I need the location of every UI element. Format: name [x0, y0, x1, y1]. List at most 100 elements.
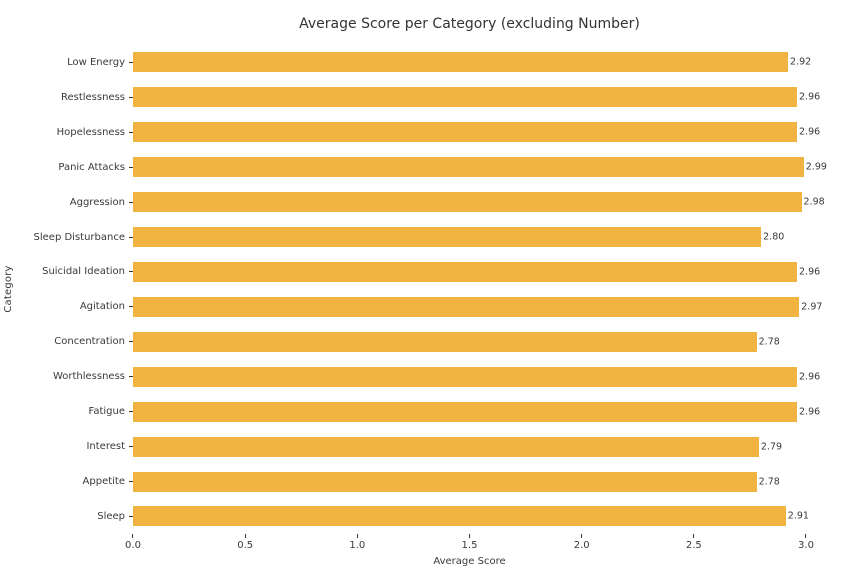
- x-tick-mark: [581, 534, 583, 538]
- x-tick-label: 0.0: [125, 540, 141, 551]
- x-axis-title: Average Score: [433, 556, 506, 567]
- bar-row: Restlessness 2.96: [0, 80, 820, 115]
- bar[interactable]: [133, 331, 757, 352]
- chart-title: Average Score per Category (excluding Nu…: [299, 16, 640, 32]
- bar[interactable]: [133, 471, 757, 492]
- category-label: Sleep: [97, 510, 125, 522]
- category-label: Restlessness: [60, 91, 125, 103]
- category-label: Aggression: [69, 196, 125, 208]
- y-tick-mark: [129, 341, 133, 343]
- bar-area: 2.96: [133, 115, 820, 150]
- y-tick-mark: [129, 166, 133, 168]
- bar-area: 2.96: [133, 80, 820, 115]
- category-label: Agitation: [79, 301, 125, 313]
- category-label: Low Energy: [67, 56, 125, 68]
- bar-value-label: 2.96: [799, 406, 821, 418]
- x-tick-mark: [805, 534, 807, 538]
- x-tick: 0.0: [125, 534, 141, 551]
- bar-row: Panic Attacks 2.99: [0, 150, 827, 185]
- bar-value-label: 2.79: [760, 441, 783, 453]
- bar[interactable]: [133, 227, 762, 248]
- x-tick: 2.0: [574, 534, 590, 551]
- bar[interactable]: [133, 157, 804, 178]
- bar[interactable]: [133, 401, 798, 422]
- x-tick-mark: [244, 534, 246, 538]
- x-tick: 2.5: [686, 534, 702, 551]
- category-label: Interest: [86, 441, 125, 453]
- bar-row: Aggression 2.98: [0, 185, 825, 220]
- bar-area: 2.92: [133, 45, 811, 80]
- bar[interactable]: [133, 122, 798, 143]
- bar-row: Concentration 2.78: [0, 324, 806, 359]
- bar-value-label: 2.96: [799, 91, 821, 103]
- bar[interactable]: [133, 296, 800, 317]
- bar-value-label: 2.80: [763, 231, 785, 243]
- bar-row: Fatigue 2.96: [0, 394, 820, 429]
- bar-area: 2.97: [133, 289, 822, 324]
- bar-area: 2.99: [133, 150, 827, 185]
- bar-value-label: 2.78: [758, 336, 780, 348]
- category-label: Sleep Disturbance: [33, 231, 125, 243]
- bar[interactable]: [133, 506, 786, 527]
- x-tick-label: 1.5: [461, 540, 478, 551]
- bar-area: 2.78: [133, 464, 806, 499]
- x-tick-mark: [469, 534, 470, 538]
- x-tick-label: 2.0: [573, 540, 590, 551]
- plot-area: Low Energy 2.92 Restlessness 2.96 Hopele…: [0, 45, 827, 534]
- bar-row: Agitation 2.97: [0, 289, 822, 324]
- y-tick-mark: [129, 411, 133, 413]
- y-tick-mark: [129, 61, 133, 63]
- bar-value-label: 2.99: [805, 161, 827, 173]
- category-label: Hopelessness: [56, 126, 125, 138]
- x-tick-mark: [693, 534, 695, 538]
- category-label: Panic Attacks: [58, 161, 125, 173]
- y-tick-mark: [129, 481, 133, 483]
- bar-area: 2.91: [133, 499, 809, 534]
- category-label: Fatigue: [88, 406, 126, 418]
- y-tick-mark: [129, 515, 133, 517]
- bar-row: Worthlessness 2.96: [0, 359, 820, 394]
- bar-row: Sleep Disturbance 2.80: [0, 220, 806, 255]
- x-tick-label: 3.0: [798, 540, 814, 551]
- x-tick-label: 1.0: [349, 540, 366, 551]
- y-tick-mark: [129, 131, 133, 133]
- x-tick: 0.5: [237, 534, 253, 551]
- bar[interactable]: [133, 52, 789, 73]
- y-tick-mark: [129, 96, 133, 98]
- category-label: Appetite: [82, 476, 125, 488]
- bar-row: Hopelessness 2.96: [0, 115, 820, 150]
- bar-area: 2.96: [133, 394, 820, 429]
- bar[interactable]: [133, 436, 759, 457]
- bar-row: Appetite 2.78: [0, 464, 806, 499]
- bar-row: Low Energy 2.92: [0, 45, 811, 80]
- bar-value-label: 2.78: [758, 476, 780, 488]
- x-tick: 1.5: [461, 534, 478, 551]
- x-tick: 3.0: [798, 534, 814, 551]
- y-tick-mark: [129, 201, 133, 203]
- bar[interactable]: [133, 261, 798, 282]
- bar-row: Interest 2.79: [0, 429, 806, 464]
- bar-area: 2.78: [133, 324, 806, 359]
- bar-value-label: 2.96: [799, 266, 821, 278]
- x-tick-label: 2.5: [685, 540, 702, 551]
- category-label: Suicidal Ideation: [42, 266, 125, 278]
- bar[interactable]: [133, 192, 802, 213]
- bar-value-label: 2.96: [799, 371, 821, 383]
- y-tick-mark: [129, 376, 133, 378]
- bar-area: 2.96: [133, 359, 820, 394]
- x-tick-mark: [132, 534, 134, 538]
- x-tick: 1.0: [349, 534, 365, 551]
- y-tick-mark: [129, 446, 133, 448]
- bar-value-label: 2.97: [801, 301, 823, 313]
- bar-area: 2.98: [133, 185, 825, 220]
- bar-row: Sleep 2.91: [0, 499, 809, 534]
- bar[interactable]: [133, 87, 798, 108]
- bar-area: 2.96: [133, 255, 820, 290]
- bar[interactable]: [133, 366, 798, 387]
- category-label: Worthlessness: [52, 371, 125, 383]
- bar-value-label: 2.96: [799, 126, 821, 138]
- bar-area: 2.79: [133, 429, 806, 464]
- category-label: Concentration: [54, 336, 125, 348]
- bar-area: 2.80: [133, 220, 806, 255]
